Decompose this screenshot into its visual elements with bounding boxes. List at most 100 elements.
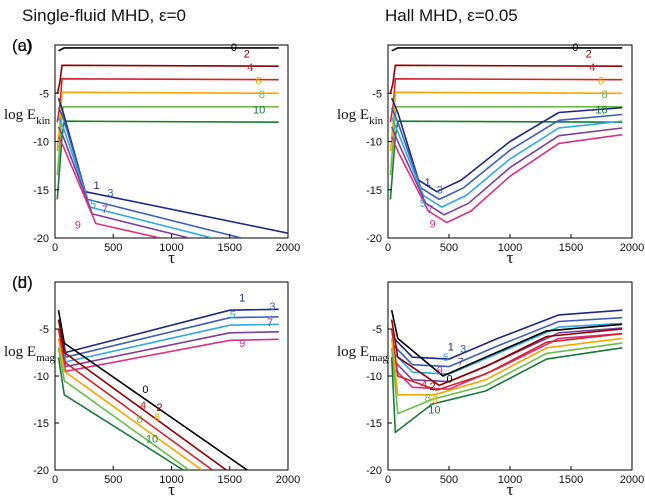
panel-label-b: (b) (12, 273, 33, 292)
curve-label-a-4: 4 (247, 62, 253, 74)
series-line-c-9 (390, 133, 623, 224)
x-axis-label-a: τ (168, 248, 175, 267)
series-group-b (57, 308, 279, 470)
curve-label-d-2: 2 (429, 381, 435, 393)
y-axis-label-a: log Ekin (4, 107, 51, 127)
x-tick-label-d: 500 (440, 474, 458, 486)
title-single-fluid: Single-fluid MHD, ε=0 (22, 6, 186, 25)
curve-label-d-5: 5 (443, 352, 449, 364)
panel-d: 0 500 1000 1500 2000-20-15-10-5(d)log Emagτ1… (12, 273, 644, 499)
curve-label-d-7: 7 (458, 357, 464, 369)
series-line-d-5 (393, 322, 623, 375)
series-line-b-10 (57, 357, 184, 470)
y-tick-label-d: -15 (366, 418, 382, 430)
series-line-a-9 (57, 136, 161, 238)
series-line-d-8 (390, 342, 623, 415)
series-line-a-0 (58, 47, 279, 52)
series-line-a-7 (57, 126, 190, 238)
x-tick-label-a: 1500 (218, 242, 242, 254)
x-axis-label-b: τ (168, 480, 175, 499)
y-tick-label-a: -5 (39, 88, 49, 100)
series-line-c-7 (390, 126, 623, 216)
x-tick-label-d: 0 (385, 474, 391, 486)
x-tick-label-d: 1500 (559, 474, 583, 486)
x-tick-label-c: 2000 (620, 242, 644, 254)
y-tick-label-c: -15 (366, 185, 382, 197)
curve-label-c-9: 9 (429, 218, 435, 230)
panel-a: 0 500 1000 1500 2000 -20 -15 -10 -5 (a) log Ekin τ 0… (4, 36, 300, 267)
x-tick-label-c: 1500 (559, 242, 583, 254)
series-line-b-9 (58, 338, 279, 373)
curve-label-c-7: 7 (427, 204, 433, 216)
x-tick-label-a: 1000 (159, 242, 183, 254)
series-line-a-6 (56, 91, 279, 152)
series-line-b-4 (57, 328, 213, 470)
series-line-c-0 (391, 47, 623, 52)
curve-label-d-3: 3 (460, 344, 466, 356)
y-axis-label-b: log Emag (4, 344, 56, 364)
curve-label-a-9: 9 (75, 219, 81, 231)
panel-c: 0 500 1000 1500 2000-20-15-10-5(c)log Ekinτ0… (12, 36, 644, 267)
series-line-a-5 (57, 117, 213, 238)
curve-label-d-10: 10 (428, 405, 440, 417)
y-tick-label-b: -15 (33, 418, 49, 430)
curve-label-b-1: 1 (239, 293, 245, 305)
series-line-c-3 (390, 107, 623, 201)
curve-label-d-6: 6 (432, 394, 438, 406)
curve-label-a-1: 1 (93, 180, 99, 192)
curve-label-a-8: 8 (259, 89, 265, 101)
x-tick-label-b: 0 (52, 474, 58, 486)
curve-label-c-2: 2 (586, 49, 592, 61)
series-line-c-8 (389, 106, 623, 176)
series-line-d-1 (393, 309, 623, 360)
curve-label-c-10: 10 (595, 105, 607, 117)
curve-label-c-5: 5 (420, 198, 426, 210)
series-line-a-4 (56, 78, 279, 123)
curve-label-c-0: 0 (572, 42, 578, 54)
x-tick-label-c: 0 (385, 242, 391, 254)
curve-label-b-3: 3 (269, 301, 275, 313)
x-tick-label-b: 1000 (159, 474, 183, 486)
series-group-c (389, 47, 623, 224)
curve-label-c-4: 4 (589, 62, 595, 74)
curve-label-a-7: 7 (102, 204, 108, 216)
series-line-d-3 (393, 316, 623, 368)
curve-label-a-2: 2 (244, 49, 250, 61)
title-hall-mhd: Hall MHD, ε=0.05 (385, 6, 518, 25)
curve-label-b-6: 6 (154, 412, 160, 424)
x-tick-label-b: 1500 (218, 474, 242, 486)
series-line-b-0 (57, 310, 248, 470)
curve-label-b-2: 2 (156, 402, 162, 414)
series-line-c-6 (389, 91, 623, 152)
panel-label-a: (a) (12, 36, 33, 55)
series-line-c-2 (389, 64, 623, 94)
y-tick-label-a: -20 (33, 233, 49, 245)
x-tick-label-c: 1000 (498, 242, 522, 254)
y-tick-label-a: -10 (33, 137, 49, 149)
curve-label-b-4: 4 (140, 400, 146, 412)
curve-label-c-1: 1 (425, 177, 431, 189)
series-group-d (390, 309, 623, 434)
series-line-a-2 (56, 64, 279, 94)
x-tick-label-a: 2000 (276, 242, 300, 254)
series-line-d-2 (390, 319, 623, 387)
curve-label-b-7: 7 (267, 317, 273, 329)
series-line-a-1 (57, 97, 288, 234)
series-line-d-0 (390, 310, 623, 377)
x-tick-label-b: 2000 (276, 474, 300, 486)
curve-label-b-8: 8 (137, 414, 143, 426)
panel-label-d: (d) (12, 273, 33, 292)
curve-label-b-0: 0 (142, 384, 148, 396)
x-tick-label-b: 500 (104, 474, 122, 486)
curve-label-a-6: 6 (255, 76, 261, 88)
x-tick-label-c: 500 (440, 242, 458, 254)
y-axis-label-d: log Emag (337, 344, 389, 364)
curve-label-a-3: 3 (107, 188, 113, 200)
series-line-b-6 (57, 338, 203, 470)
curve-label-b-5: 5 (230, 310, 236, 322)
y-tick-label-b: -20 (33, 465, 49, 477)
curve-label-a-10: 10 (253, 105, 265, 117)
curve-label-d-4: 4 (421, 379, 427, 391)
panel-label-c: (c) (12, 36, 32, 55)
